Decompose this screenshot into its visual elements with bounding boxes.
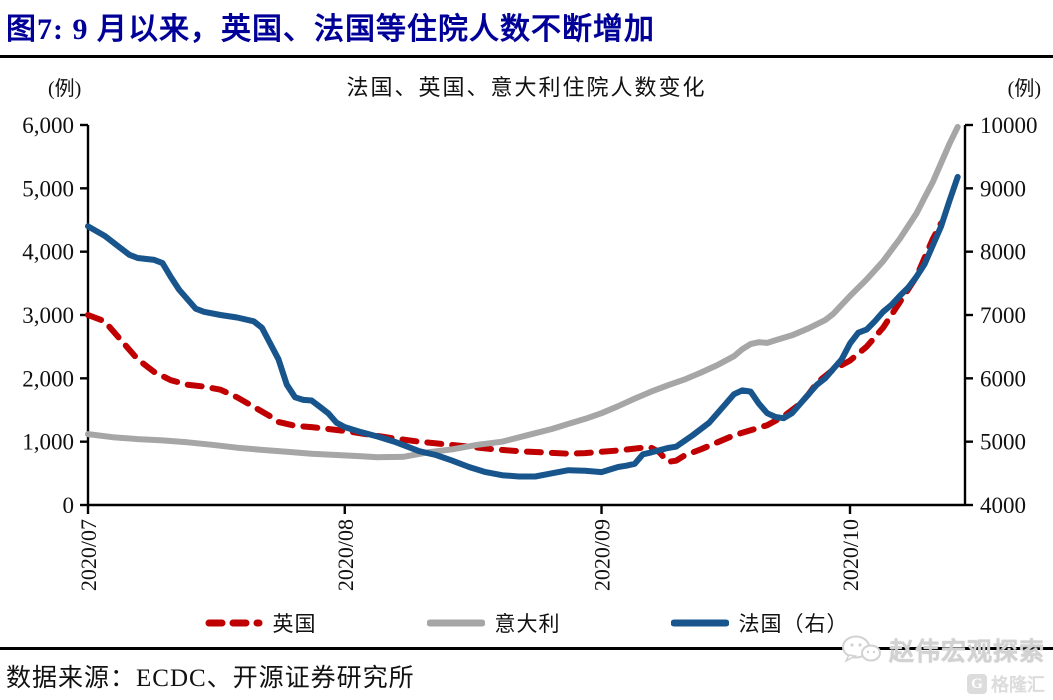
- series-line-0: [85, 220, 945, 465]
- series-line-2: [85, 173, 961, 480]
- x-axis-tick-label: 2020/08: [333, 519, 358, 591]
- chat-bubbles-icon: [841, 635, 881, 663]
- right-axis-tick-label: 5000: [980, 430, 1026, 455]
- legend-label-uk: 英国: [272, 612, 317, 636]
- left-axis-tick-label: 3,000: [22, 303, 74, 328]
- x-axis-tick-label: 2020/10: [838, 519, 863, 591]
- watermark-account-name: 赵伟宏观探索: [888, 639, 1045, 666]
- data-source: 数据来源：ECDC、开源证券研究所: [6, 665, 415, 692]
- left-axis-tick-label: 0: [63, 493, 75, 518]
- series-line-1: [85, 123, 961, 461]
- left-axis-tick-label: 6,000: [22, 113, 74, 138]
- watermark-platform: G 格隆汇: [805, 671, 1045, 697]
- legend-label-france: 法国（右）: [738, 612, 849, 636]
- left-axis-tick-label: 1,000: [22, 430, 74, 455]
- left-axis-tick-label: 4,000: [22, 240, 74, 265]
- left-axis-unit: (例): [48, 78, 82, 100]
- x-axis-tick-label: 2020/07: [76, 519, 101, 591]
- divider-top: [0, 55, 1053, 58]
- legend-item-france: 法国（右）: [670, 608, 849, 638]
- left-axis-tick-label: 2,000: [22, 366, 74, 391]
- legend-item-uk: 英国: [205, 608, 317, 638]
- right-axis-tick-label: 4000: [980, 493, 1026, 518]
- gelonghui-logo-icon: G: [967, 674, 987, 694]
- right-axis-unit: (例): [1007, 78, 1041, 100]
- left-axis-tick-label: 5,000: [22, 176, 74, 201]
- legend-item-italy: 意大利: [426, 608, 561, 638]
- watermark-account: 赵伟宏观探索: [805, 632, 1045, 668]
- italy-line-sample: [426, 619, 485, 627]
- legend-label-italy: 意大利: [494, 612, 561, 636]
- right-axis-tick-label: 7000: [980, 303, 1026, 328]
- right-axis-tick-label: 8000: [980, 240, 1026, 265]
- watermark: 赵伟宏观探索 G 格隆汇: [805, 632, 1045, 697]
- france-line-sample: [670, 619, 729, 627]
- chart-legend: 英国 意大利 法国（右）: [88, 608, 965, 638]
- right-axis-tick-label: 6000: [980, 366, 1026, 391]
- watermark-platform-name: 格隆汇: [991, 675, 1045, 695]
- right-axis-tick-label: 10000: [980, 113, 1038, 138]
- uk-dashed-line-sample: [205, 619, 262, 627]
- right-axis-tick-label: 9000: [980, 176, 1026, 201]
- x-axis-tick-label: 2020/09: [590, 519, 615, 591]
- divider-bottom: [0, 647, 1053, 650]
- figure-title: 图7: 9 月以来，英国、法国等住院人数不断增加: [6, 13, 655, 46]
- chart-title: 法国、英国、意大利住院人数变化: [346, 75, 707, 100]
